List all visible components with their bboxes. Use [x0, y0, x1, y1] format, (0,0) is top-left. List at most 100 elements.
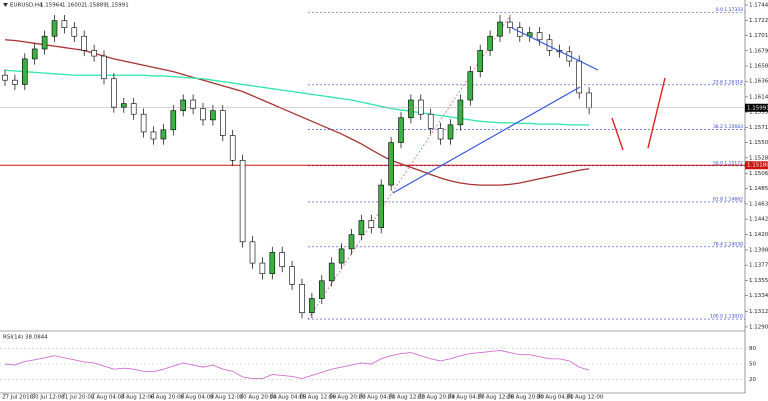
candle-body: [170, 110, 177, 131]
x-tick-label: 15 Aug 12:00: [299, 395, 337, 401]
header-close: 1.15991: [106, 3, 129, 9]
candle-body: [190, 99, 196, 109]
candle-body: [200, 108, 206, 121]
rsi-tick-label: 80: [749, 346, 756, 352]
candle-body: [299, 284, 305, 314]
candle-body: [21, 58, 28, 85]
x-tick-label: 28 Aug 20:00: [507, 395, 545, 401]
candle-body: [31, 48, 38, 60]
y-tick-label: 1.15715: [749, 125, 768, 131]
candle-body: [289, 266, 295, 285]
fib-label: 50.0 1.15172: [713, 160, 743, 166]
candle-body: [229, 135, 236, 161]
rsi-label: RSI(14) 38.0844: [3, 335, 48, 341]
candle-body: [378, 184, 385, 228]
candle-body: [536, 32, 543, 41]
fib-label: 76.4 1.14030: [713, 241, 743, 247]
candle-body: [71, 27, 78, 37]
candle-body: [130, 103, 137, 115]
moving-average: [4, 39, 590, 186]
fib-label: 0.0 1.17333: [716, 7, 743, 13]
candle-body: [12, 79, 18, 85]
candle-body: [309, 298, 315, 314]
fib-diagonal: [307, 12, 513, 320]
candle-body: [368, 220, 375, 228]
candle-body: [487, 35, 493, 51]
y-tick-label: 1.13770: [749, 263, 768, 269]
candle-body: [457, 99, 464, 126]
candle-body: [140, 113, 147, 133]
x-tick-label: 14 Aug 04:00: [269, 395, 307, 401]
candle-body: [338, 248, 345, 264]
candle-body: [348, 234, 355, 250]
header-high: 1.16002: [62, 3, 85, 9]
y-tick-label: 1.13120: [749, 309, 768, 315]
y-tick-label: 1.13340: [749, 293, 768, 299]
candle-body: [427, 113, 434, 129]
candle-body: [259, 262, 266, 275]
x-tick-label: 30 Aug 04:00: [537, 395, 575, 401]
candle-body: [81, 35, 87, 51]
rsi-tick-label: 20: [749, 377, 756, 383]
candle-body: [150, 131, 157, 140]
candle-body: [249, 241, 256, 264]
candle-body: [91, 50, 97, 57]
candle-body: [437, 128, 444, 140]
header-low: 1.15889: [84, 3, 107, 9]
candle-body: [41, 35, 48, 50]
support-label: 1.15180: [747, 163, 768, 169]
candle-body: [388, 142, 394, 186]
candle-body: [447, 124, 454, 140]
x-tick-label: 24 Aug 04:00: [448, 395, 486, 401]
fib-label: 100.0 1.13010: [710, 314, 743, 320]
x-tick-label: 22 Aug 20:00: [418, 395, 456, 401]
fib-label: 38.2 1.15683: [713, 124, 743, 130]
candle-body: [239, 159, 246, 243]
rsi-tick-label: 50: [749, 362, 756, 368]
y-tick-label: 1.14420: [749, 217, 768, 223]
candle-body: [497, 21, 503, 37]
candle-body: [210, 110, 216, 121]
y-tick-label: 1.15930: [749, 110, 768, 116]
symbol-icon: [3, 3, 8, 7]
support-tag: [745, 161, 768, 170]
candle-body: [467, 71, 474, 101]
arrow-up: [647, 77, 666, 149]
candle-body: [2, 74, 8, 81]
x-tick-label: 20 Aug 04:00: [358, 395, 396, 401]
candle-body: [279, 252, 286, 267]
candle-body: [358, 220, 365, 236]
fib-label: 23.6 1.16314: [713, 79, 743, 85]
x-tick-label: 27 Jul 2018: [2, 395, 34, 401]
y-tick-label: 1.15500: [749, 140, 768, 146]
candle-body: [220, 110, 226, 136]
x-tick-label: 2 Aug 04:00: [91, 395, 125, 401]
x-tick-label: 3 Aug 12:00: [121, 395, 155, 401]
x-tick-label: 9 Aug 12:00: [210, 395, 244, 401]
candle-body: [180, 99, 186, 111]
candle-body: [121, 103, 127, 108]
y-tick-label: 1.15065: [749, 171, 768, 177]
x-tick-label: 30 Jul 12:00: [32, 395, 65, 401]
chart-title: EURUSD,H4: [10, 3, 43, 9]
candle-body: [61, 20, 68, 29]
candle-body: [111, 78, 117, 108]
candle-body: [417, 99, 424, 115]
plot: 1.17440 1.17225 1.17010 1.16795 1.16580 1.163…: [0, 3, 768, 401]
x-tick-label: 31 Jul 20:00: [61, 395, 94, 401]
current-price-label: 1.15991: [747, 105, 768, 111]
candle-body: [160, 129, 167, 140]
x-tick-label: 8 Aug 04:00: [180, 395, 214, 401]
x-tick-label: 31 Aug 12:00: [566, 395, 604, 401]
y-tick-label: 1.16365: [749, 79, 768, 85]
candle-body: [408, 99, 414, 119]
candle-body: [318, 280, 325, 299]
candle-body: [586, 92, 592, 109]
x-tick-label: 21 Aug 12:00: [388, 395, 426, 401]
y-tick-label: 1.17440: [749, 3, 768, 9]
y-tick-label: 1.13985: [749, 247, 768, 253]
y-tick-label: 1.16580: [749, 64, 768, 70]
candle-body: [477, 50, 484, 72]
x-tick-label: 6 Aug 20:00: [151, 395, 185, 401]
